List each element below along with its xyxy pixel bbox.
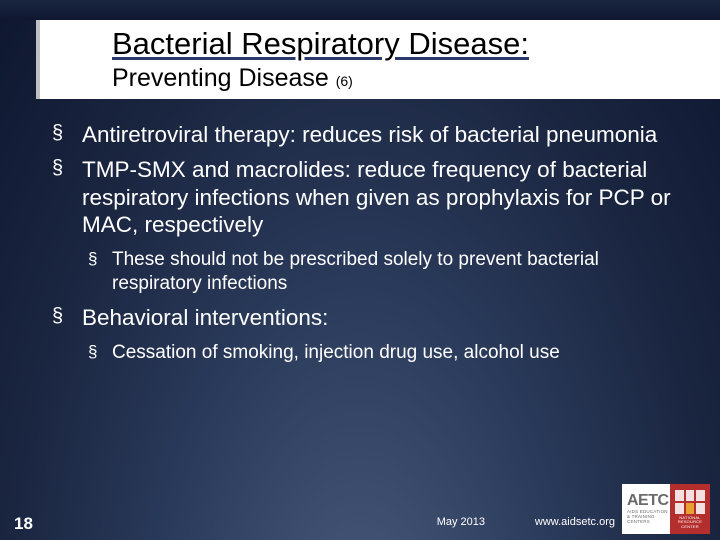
subtitle-text: Preventing Disease bbox=[112, 64, 336, 92]
bullet-text: TMP-SMX and macrolides: reduce frequency… bbox=[82, 157, 671, 237]
bullet-text: Behavioral interventions: bbox=[82, 305, 328, 330]
slide-subtitle: Preventing Disease (6) bbox=[112, 64, 710, 93]
logo: AETC AIDS EDUCATION & TRAINING CENTERS N… bbox=[622, 484, 710, 534]
sub-bullet-list: These should not be prescribed solely to… bbox=[82, 248, 680, 296]
slide-title: Bacterial Respiratory Disease: bbox=[112, 26, 710, 62]
slide: Bacterial Respiratory Disease: Preventin… bbox=[0, 0, 720, 540]
slide-body: Antiretroviral therapy: reduces risk of … bbox=[0, 99, 720, 365]
footer-date: May 2013 bbox=[437, 516, 485, 528]
logo-grid-icon bbox=[670, 484, 710, 514]
logo-right-text: NATIONAL RESOURCE CENTER bbox=[670, 514, 710, 529]
subtitle-subscript: (6) bbox=[336, 73, 353, 89]
sub-bullet-list: Cessation of smoking, injection drug use… bbox=[82, 341, 680, 365]
footer: 18 May 2013 www.aidsetc.org AETC AIDS ED… bbox=[0, 478, 720, 540]
slide-number: 18 bbox=[14, 514, 33, 534]
bullet-text: Antiretroviral therapy: reduces risk of … bbox=[82, 122, 657, 147]
logo-brand-sub: AIDS EDUCATION & TRAINING CENTERS bbox=[627, 510, 670, 525]
bullet-list: Antiretroviral therapy: reduces risk of … bbox=[46, 121, 680, 365]
logo-brand: AETC bbox=[627, 493, 670, 509]
bullet-item: TMP-SMX and macrolides: reduce frequency… bbox=[46, 156, 680, 296]
sub-bullet-item: Cessation of smoking, injection drug use… bbox=[82, 341, 680, 365]
sub-bullet-item: These should not be prescribed solely to… bbox=[82, 248, 680, 296]
logo-left: AETC AIDS EDUCATION & TRAINING CENTERS bbox=[622, 493, 670, 525]
sub-bullet-text: These should not be prescribed solely to… bbox=[112, 249, 599, 294]
footer-url: www.aidsetc.org bbox=[535, 516, 615, 528]
bullet-item: Behavioral interventions: Cessation of s… bbox=[46, 304, 680, 365]
bullet-item: Antiretroviral therapy: reduces risk of … bbox=[46, 121, 680, 148]
logo-right: NATIONAL RESOURCE CENTER bbox=[670, 484, 710, 534]
top-accent-bar bbox=[0, 0, 720, 20]
title-box: Bacterial Respiratory Disease: Preventin… bbox=[36, 20, 720, 99]
sub-bullet-text: Cessation of smoking, injection drug use… bbox=[112, 342, 560, 363]
